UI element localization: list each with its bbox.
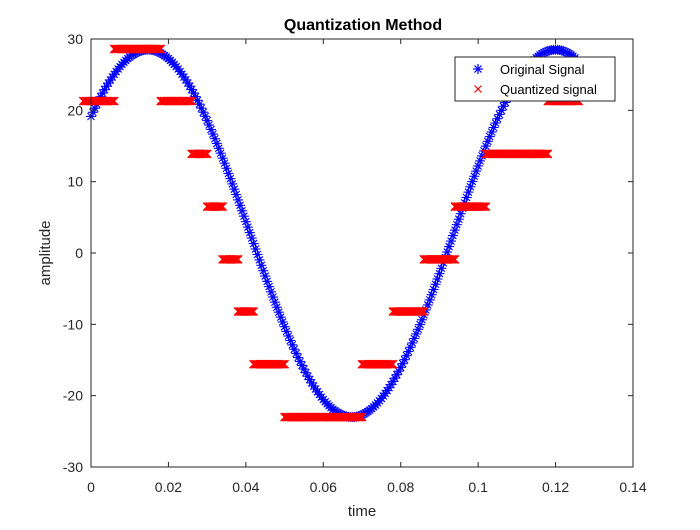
quantized-point (156, 44, 166, 54)
plot-area (91, 39, 633, 467)
quantized-point (388, 359, 398, 369)
quantized-point (276, 359, 286, 369)
quantized-point (153, 44, 163, 54)
quantized-point (278, 359, 288, 369)
quantized-point (386, 359, 396, 369)
y-tick-label: -10 (63, 316, 83, 332)
series-quantized-signal (78, 44, 584, 422)
quantized-point (215, 202, 225, 212)
quantized-point (154, 44, 164, 54)
quantized-point (201, 149, 211, 159)
quantized-point (246, 306, 255, 316)
legend-marker-quantized (474, 85, 482, 93)
original-point (475, 155, 486, 166)
quantized-point (109, 96, 119, 106)
quantized-point (187, 96, 197, 106)
original-point (196, 103, 207, 114)
y-tick-label: 20 (67, 102, 83, 118)
original-point (182, 77, 193, 88)
quantized-point (247, 306, 257, 316)
y-axis-label: amplitude (37, 220, 54, 285)
x-tick-label: 0.12 (542, 479, 569, 495)
quantized-point (199, 149, 209, 159)
quantized-point (185, 96, 195, 106)
x-tick-label: 0 (87, 479, 95, 495)
y-tick-label: -20 (63, 388, 83, 404)
quantized-point (479, 202, 489, 212)
legend-box (454, 56, 616, 102)
x-axis-label: time (348, 503, 376, 520)
quantized-point (230, 254, 240, 264)
quantized-point (355, 412, 365, 422)
legend-label-original: Original Signal (500, 62, 585, 77)
original-point (446, 236, 457, 247)
y-tick-label: 30 (67, 31, 83, 47)
quantized-point (357, 412, 367, 422)
x-tick-label: 0.14 (619, 479, 646, 495)
quantized-point (417, 306, 427, 316)
quantized-point (249, 306, 259, 316)
x-tick-label: 0.1 (468, 479, 488, 495)
y-tick-label: 10 (67, 174, 83, 190)
original-point (211, 138, 222, 149)
quantized-point (478, 202, 488, 212)
quantized-point (541, 149, 551, 159)
quantized-point (540, 149, 550, 159)
x-tick-label: 0.02 (155, 479, 182, 495)
legend-marker-original (473, 64, 483, 74)
y-tick-label: -30 (63, 459, 83, 475)
quantized-point (184, 96, 194, 106)
legend-label-quantized: Quantized signal (500, 82, 597, 97)
quantized-point (216, 202, 226, 212)
original-point (200, 111, 211, 122)
quantized-point (447, 254, 457, 264)
quantized-point (419, 306, 429, 316)
quantized-point (280, 359, 290, 369)
legend: Original Signal Quantized signal (454, 56, 616, 102)
quantized-point (448, 254, 458, 264)
quantized-point (450, 254, 460, 264)
quantized-point (354, 412, 364, 422)
quantized-point (218, 202, 228, 212)
x-tick-label: 0.08 (387, 479, 414, 495)
quantized-point (416, 306, 426, 316)
quantized-point (481, 202, 491, 212)
quantized-point (106, 96, 116, 106)
x-tick-label: 0.04 (232, 479, 259, 495)
original-point (308, 380, 319, 391)
quantized-point (232, 254, 242, 264)
y-tick-label: 0 (75, 245, 83, 261)
quantized-point (543, 149, 553, 159)
quantized-point (233, 254, 243, 264)
chart-title: Quantization Method (284, 17, 442, 34)
x-tick-label: 0.06 (310, 479, 337, 495)
quantized-point (202, 149, 212, 159)
quantized-point (385, 359, 395, 369)
original-point (403, 346, 414, 357)
quantized-point (108, 96, 118, 106)
